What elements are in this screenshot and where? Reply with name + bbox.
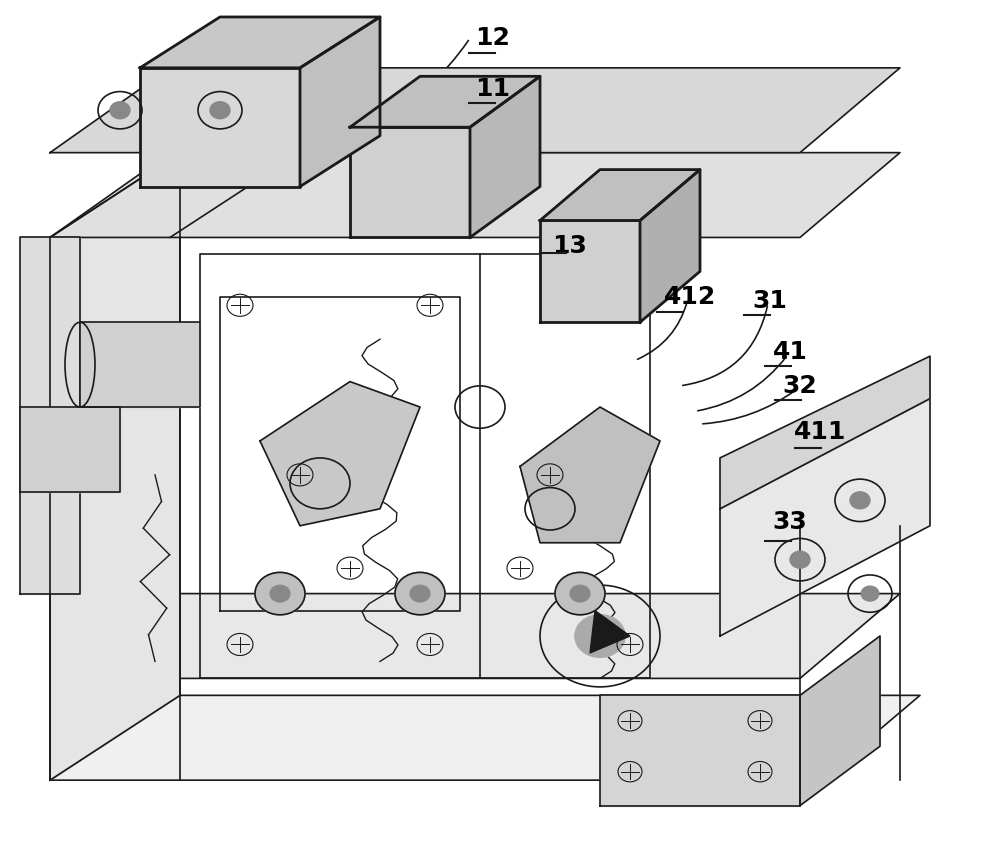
Circle shape	[210, 102, 230, 119]
Polygon shape	[80, 322, 200, 407]
Polygon shape	[540, 170, 700, 220]
Text: 41: 41	[773, 340, 807, 364]
Text: 411: 411	[794, 421, 846, 444]
Polygon shape	[20, 407, 120, 492]
Polygon shape	[540, 220, 640, 322]
Polygon shape	[20, 237, 80, 594]
Polygon shape	[50, 68, 900, 153]
Text: 412: 412	[664, 285, 716, 309]
Polygon shape	[520, 407, 660, 543]
Polygon shape	[590, 611, 630, 653]
Circle shape	[575, 615, 625, 657]
Polygon shape	[50, 153, 180, 780]
Text: 31: 31	[753, 289, 787, 313]
Polygon shape	[80, 594, 900, 678]
Circle shape	[555, 572, 605, 615]
Text: 33: 33	[773, 510, 807, 533]
Polygon shape	[350, 76, 540, 127]
Polygon shape	[720, 356, 930, 509]
Polygon shape	[600, 695, 800, 806]
Polygon shape	[50, 695, 920, 780]
Text: 13: 13	[553, 234, 587, 258]
Circle shape	[255, 572, 305, 615]
Circle shape	[395, 572, 445, 615]
Circle shape	[850, 492, 870, 509]
Circle shape	[270, 585, 290, 602]
Polygon shape	[350, 127, 470, 237]
Polygon shape	[140, 68, 300, 187]
Text: 32: 32	[783, 374, 817, 398]
Circle shape	[790, 551, 810, 568]
Circle shape	[861, 586, 879, 601]
Polygon shape	[300, 17, 380, 187]
Polygon shape	[470, 76, 540, 237]
Polygon shape	[640, 170, 700, 322]
Polygon shape	[720, 399, 930, 636]
Polygon shape	[800, 636, 880, 806]
Text: 11: 11	[476, 77, 511, 101]
Circle shape	[410, 585, 430, 602]
Polygon shape	[260, 382, 420, 526]
Polygon shape	[140, 17, 380, 68]
Circle shape	[110, 102, 130, 119]
Circle shape	[570, 585, 590, 602]
Text: 12: 12	[476, 26, 510, 50]
Polygon shape	[50, 153, 900, 237]
